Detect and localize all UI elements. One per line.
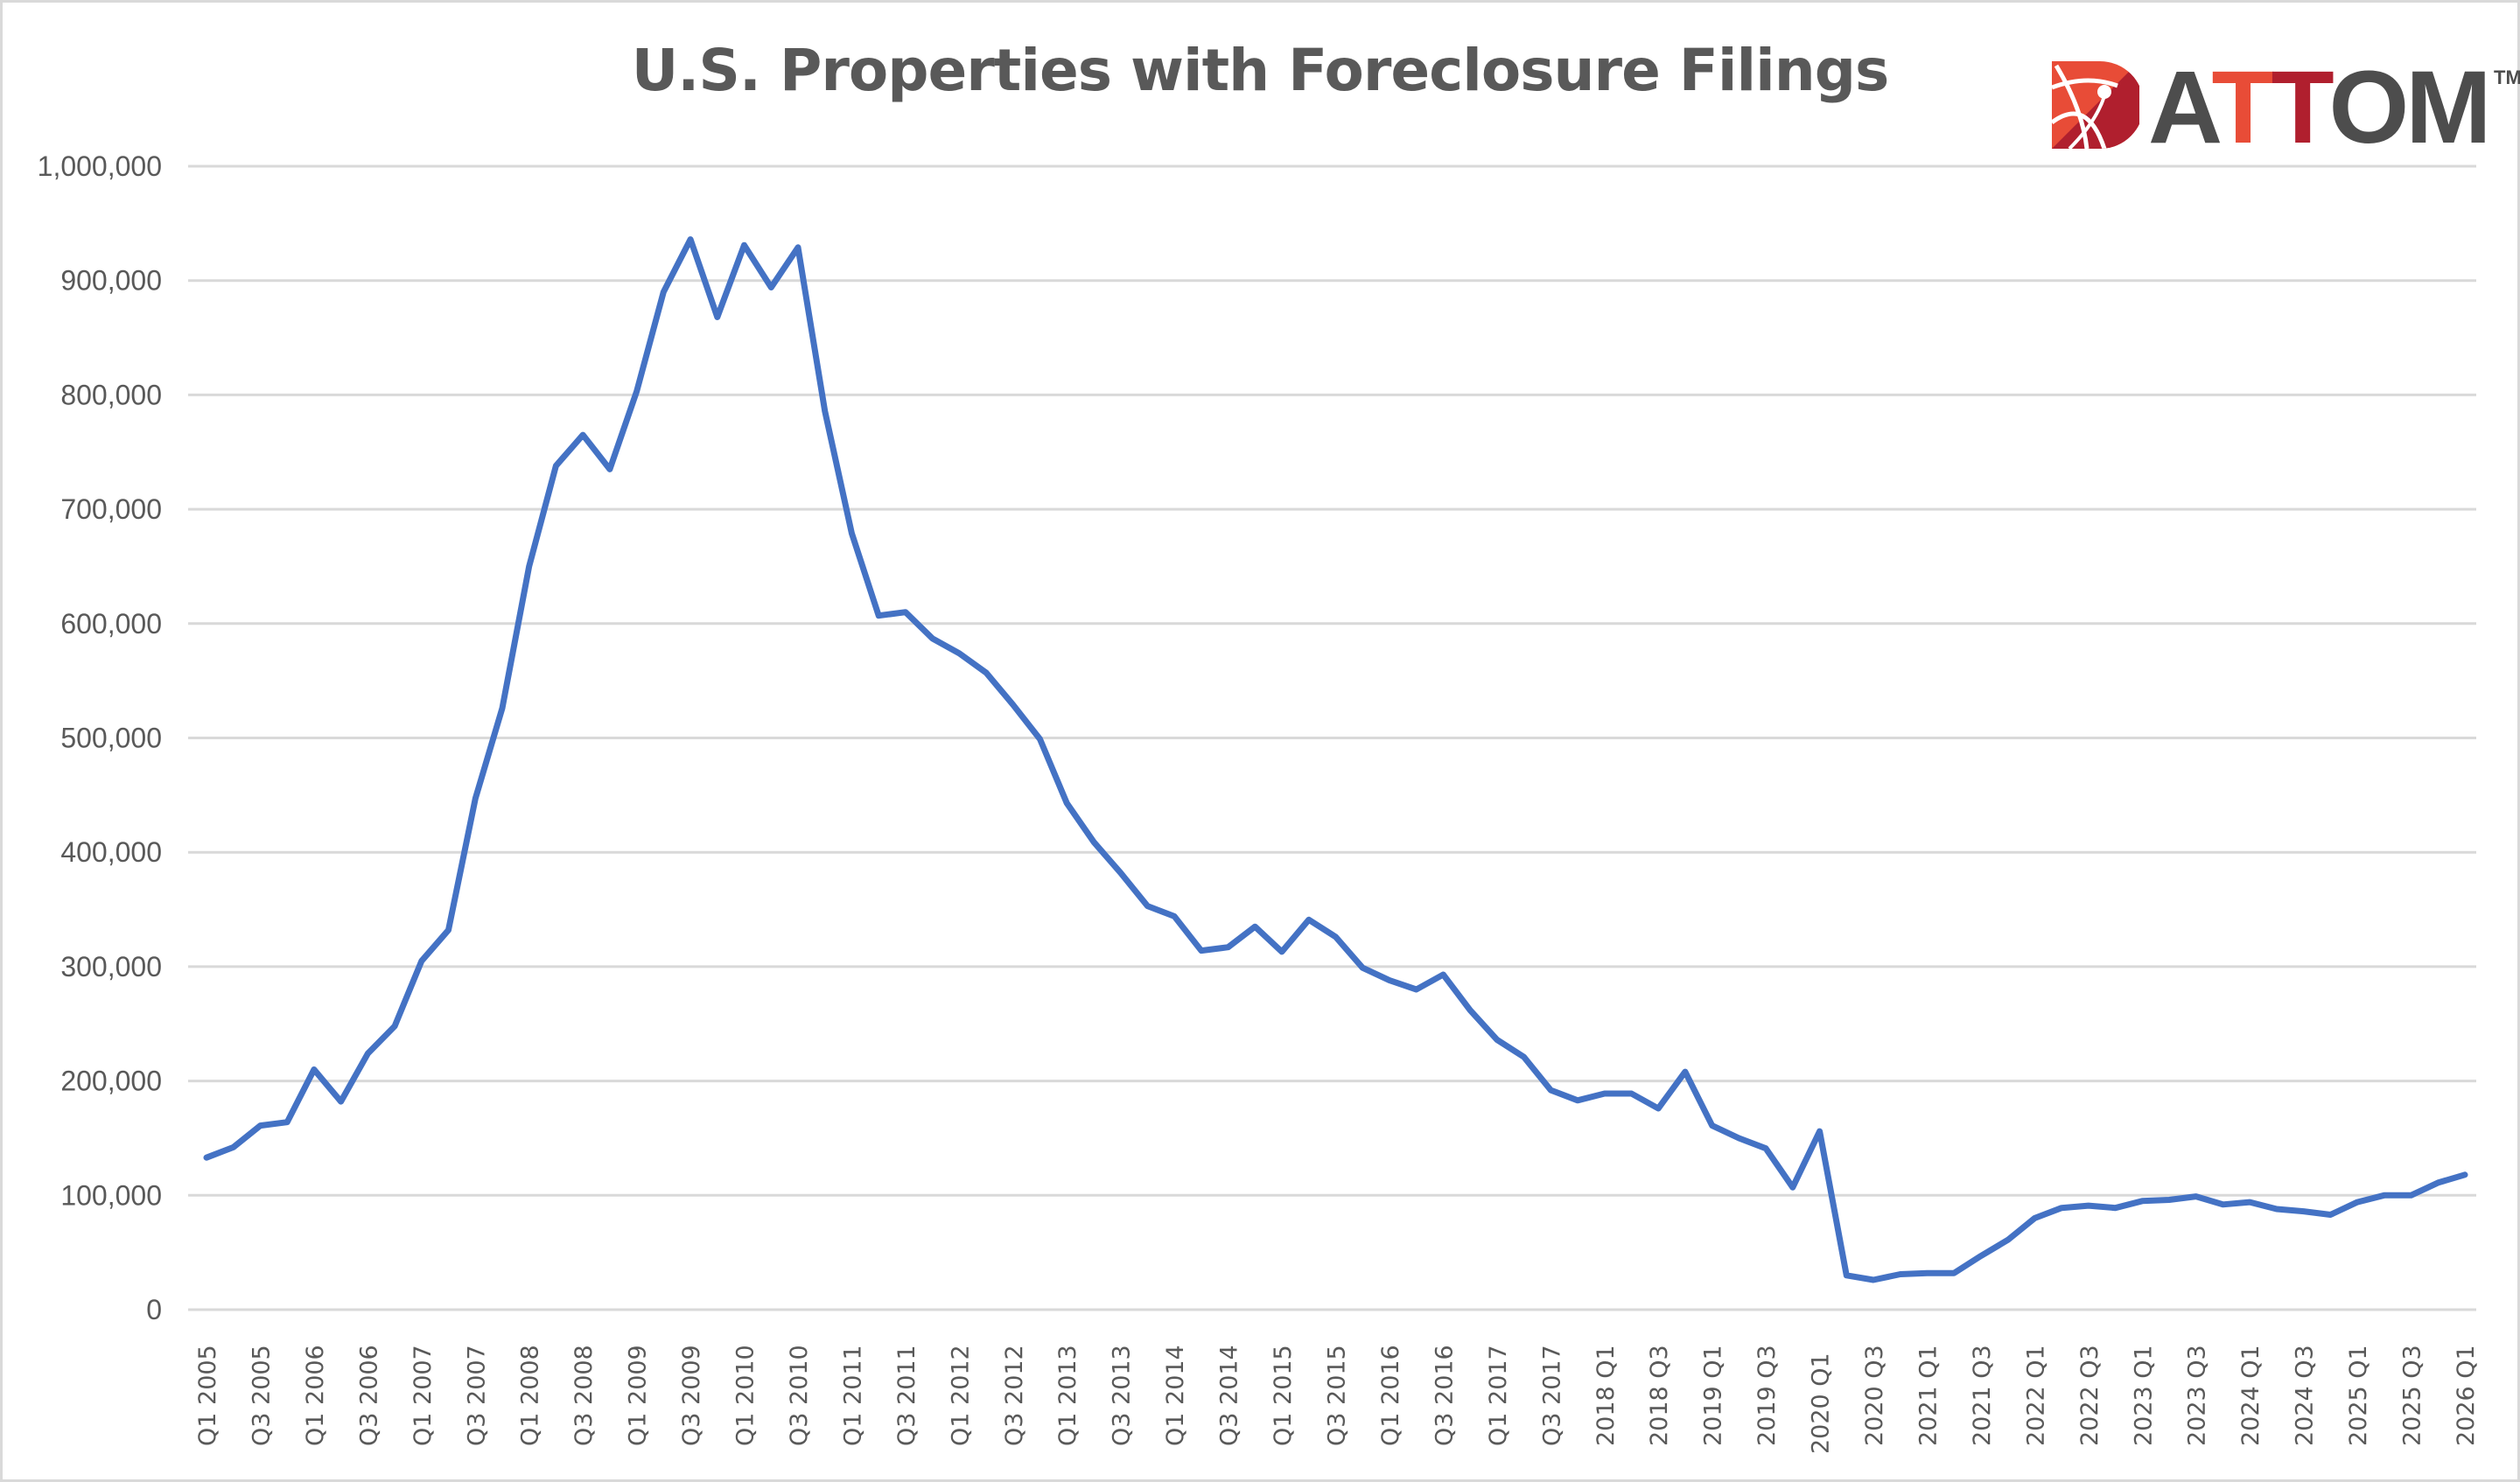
x-tick-label: Q1 2011 xyxy=(839,1345,866,1446)
y-tick-label: 1,000,000 xyxy=(38,150,162,182)
x-tick-label: Q1 2013 xyxy=(1054,1345,1082,1446)
x-tick-label: Q3 2011 xyxy=(893,1345,920,1446)
x-tick-label: Q3 2017 xyxy=(1538,1345,1565,1446)
x-tick-label: 2018 Q3 xyxy=(1646,1345,1673,1446)
logo-wordmark: ATTOM xyxy=(2148,50,2492,165)
x-tick-label: Q3 2012 xyxy=(1001,1345,1028,1446)
x-tick-label: 2021 Q1 xyxy=(1914,1345,1942,1446)
x-tick-label: 2025 Q3 xyxy=(2399,1345,2426,1446)
globe-icon xyxy=(2052,61,2139,149)
x-tick-label: Q1 2009 xyxy=(625,1345,652,1446)
x-tick-label: Q1 2016 xyxy=(1377,1345,1404,1446)
y-tick-label: 300,000 xyxy=(60,951,162,982)
attom-logo: ATTOM TM xyxy=(2052,56,2520,159)
x-tick-label: Q3 2009 xyxy=(678,1345,705,1446)
x-tick-label: 2020 Q1 xyxy=(1808,1353,1835,1454)
x-tick-label: Q3 2010 xyxy=(786,1345,813,1446)
x-tick-label: 2024 Q3 xyxy=(2292,1345,2319,1446)
x-tick-label: Q1 2007 xyxy=(410,1345,437,1446)
x-tick-label: 2026 Q1 xyxy=(2453,1345,2480,1446)
y-tick-label: 800,000 xyxy=(60,379,162,410)
x-tick-label: Q1 2014 xyxy=(1162,1345,1189,1446)
y-tick-label: 100,000 xyxy=(60,1179,162,1211)
trademark-mark: TM xyxy=(2494,66,2520,88)
x-tick-label: 2018 Q1 xyxy=(1592,1345,1620,1446)
x-tick-label: 2022 Q1 xyxy=(2022,1345,2049,1446)
x-tick-label: Q3 2014 xyxy=(1216,1345,1243,1446)
x-tick-label: 2023 Q3 xyxy=(2184,1345,2211,1446)
x-tick-label: Q3 2008 xyxy=(570,1345,598,1446)
foreclosure-filings-line xyxy=(203,236,2468,1283)
y-tick-label: 600,000 xyxy=(60,608,162,640)
x-tick-label: Q1 2015 xyxy=(1270,1345,1297,1446)
x-tick-label: 2025 Q1 xyxy=(2345,1345,2372,1446)
x-tick-label: Q1 2010 xyxy=(732,1345,760,1446)
chart-title: U.S. Properties with Foreclosure Filings xyxy=(631,37,1890,104)
y-axis-labels: 0 100,000 200,000 300,000 400,000 500,000 600,… xyxy=(38,150,162,1325)
x-tick-label: Q3 2016 xyxy=(1431,1345,1458,1446)
x-axis-labels: Q1 2005 Q3 2005 Q1 2006 Q3 2006 Q1 2007 Q3 20… xyxy=(194,1345,2480,1454)
gridlines xyxy=(188,164,2476,1311)
x-tick-label: Q3 2015 xyxy=(1324,1345,1351,1446)
y-tick-label: 0 xyxy=(146,1294,162,1325)
x-tick-label: 2020 Q3 xyxy=(1861,1345,1888,1446)
x-tick-label: Q3 2005 xyxy=(248,1345,275,1446)
x-tick-label: Q1 2006 xyxy=(302,1345,329,1446)
y-tick-label: 900,000 xyxy=(60,265,162,297)
y-tick-label: 400,000 xyxy=(60,836,162,868)
x-tick-label: 2022 Q3 xyxy=(2076,1345,2104,1446)
y-tick-label: 500,000 xyxy=(60,723,162,754)
x-tick-label: Q1 2017 xyxy=(1485,1345,1512,1446)
y-tick-label: 700,000 xyxy=(60,493,162,525)
x-tick-label: 2019 Q1 xyxy=(1700,1345,1727,1446)
x-tick-label: 2021 Q3 xyxy=(1969,1345,1996,1446)
x-tick-label: Q1 2005 xyxy=(194,1345,221,1446)
x-tick-label: Q3 2013 xyxy=(1109,1345,1136,1446)
y-tick-label: 200,000 xyxy=(60,1066,162,1097)
x-tick-label: Q1 2012 xyxy=(947,1345,974,1446)
x-tick-label: 2019 Q3 xyxy=(1754,1345,1781,1446)
x-tick-label: 2023 Q1 xyxy=(2130,1345,2157,1446)
x-tick-label: 2024 Q1 xyxy=(2237,1345,2264,1446)
x-tick-label: Q1 2008 xyxy=(517,1345,544,1446)
x-tick-label: Q3 2006 xyxy=(355,1345,382,1446)
x-tick-label: Q3 2007 xyxy=(463,1345,490,1446)
